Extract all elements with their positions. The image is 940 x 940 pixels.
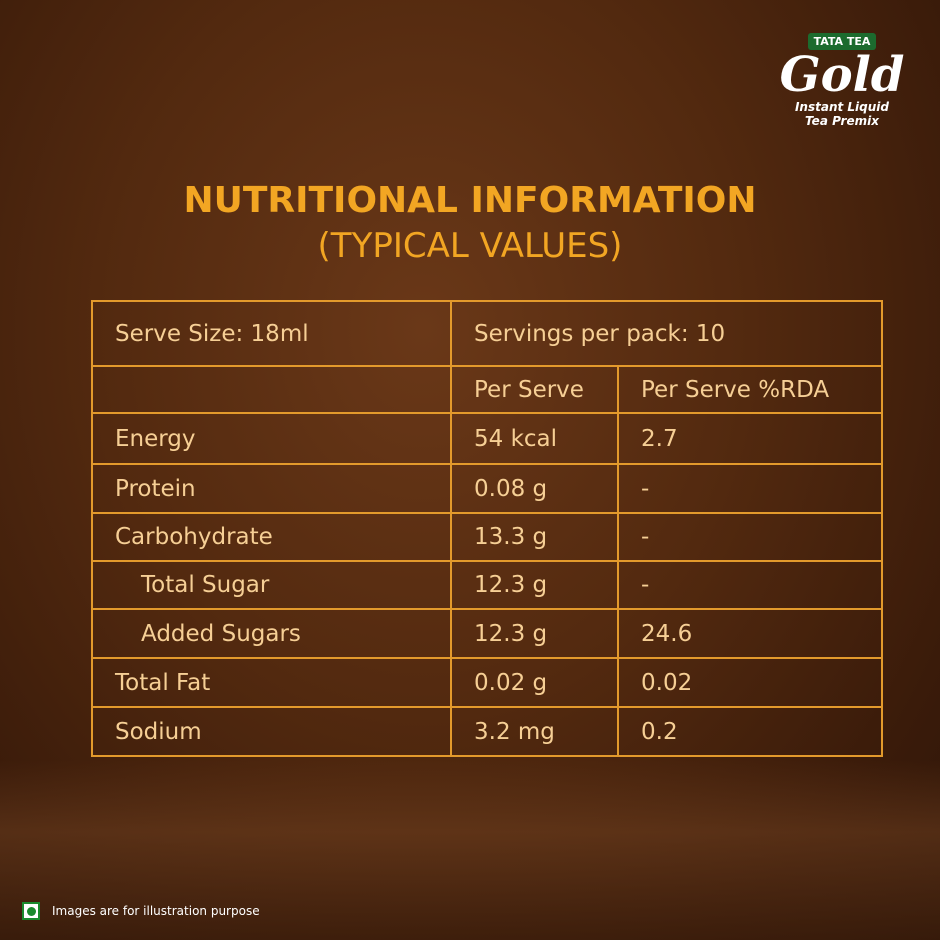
footer-note: Images are for illustration purpose (52, 904, 260, 918)
nutrient-label: Carbohydrate (91, 512, 452, 562)
table-cell: Servings per pack: 10 (450, 300, 883, 367)
veg-icon (22, 902, 40, 920)
nutrient-value: 54 kcal (450, 412, 619, 465)
table-cell (91, 365, 452, 414)
nutrient-value: 13.3 g (450, 512, 619, 562)
subtitle: (TYPICAL VALUES) (317, 226, 623, 266)
table-body: Energy 54 kcal 2.7 Protein 0.08 g - Carbohydra… (91, 412, 883, 757)
nutrient-label: Total Fat (91, 657, 452, 708)
nutrient-value: 0.08 g (450, 463, 619, 514)
nutrient-value: - (617, 560, 883, 610)
footer: Images are for illustration purpose (22, 902, 260, 920)
nutrient-label: Energy (91, 412, 452, 465)
table-row: Serve Size: 18ml Servings per pack: 10 (91, 300, 883, 367)
column-header: Per Serve %RDA (617, 365, 883, 414)
table-row: Protein 0.08 g- (91, 463, 883, 514)
nutrient-label: Sodium (91, 706, 452, 757)
table-header-row: Per Serve Per Serve %RDA (91, 365, 883, 414)
column-header: Per Serve (450, 365, 619, 414)
nutrient-value: 12.3 g (450, 608, 619, 659)
brand-logo: TATA TEA Gold Instant Liquid Tea Premix (772, 30, 912, 128)
table-row: Total Sugar 12.3 g- (91, 560, 883, 610)
nutrient-value: 0.02 (617, 657, 883, 708)
brand-line: Tea Premix (805, 114, 879, 128)
nutrient-label: Total Sugar (91, 560, 452, 610)
table-row: Sodium 3.2 mg 0.2 (91, 706, 883, 757)
nutrient-value: 3.2 mg (450, 706, 619, 757)
nutrient-value: - (617, 463, 883, 514)
table-row: Total Fat 0.02 g 0.02 (91, 657, 883, 708)
brand-name: Gold (779, 47, 905, 103)
table-row: Carbohydrate 13.3 g- (91, 512, 883, 562)
nutrition-table: Serve Size: 18ml Servings per pack: 10 P… (91, 300, 883, 757)
nutrient-label: Added Sugars (91, 608, 452, 659)
nutrient-value: 24.6 (617, 608, 883, 659)
table-row: Added Sugars 12.3 g 24.6 (91, 608, 883, 659)
nutrient-value: 0.02 g (450, 657, 619, 708)
nutrient-value: 2.7 (617, 412, 883, 465)
table-row: Energy 54 kcal 2.7 (91, 412, 883, 465)
nutrient-value: 12.3 g (450, 560, 619, 610)
nutrient-label: Protein (91, 463, 452, 514)
nutrient-value: 0.2 (617, 706, 883, 757)
brand-line: Instant Liquid (794, 100, 890, 114)
brand-maker: TATA TEA (807, 33, 877, 50)
background-glow (0, 760, 940, 940)
title: NUTRITIONAL INFORMATION (183, 180, 757, 221)
table-cell: Serve Size: 18ml (91, 300, 452, 367)
nutrient-value: - (617, 512, 883, 562)
